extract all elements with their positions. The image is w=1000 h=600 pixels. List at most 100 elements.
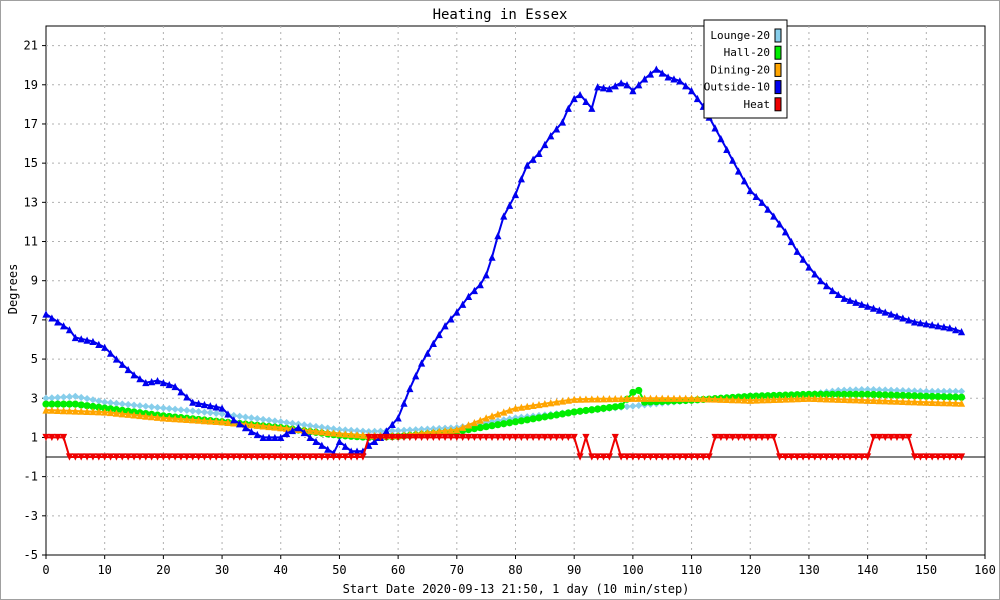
series-point-heat: [271, 453, 279, 461]
series-point-lounge-20: [259, 415, 267, 424]
series-point-outside-10: [576, 90, 584, 99]
series-point-dining-20: [517, 403, 525, 411]
series-point-outside-10: [353, 447, 361, 455]
series-point-outside-10: [846, 296, 854, 304]
series-point-outside-10: [60, 322, 68, 330]
series-point-heat: [464, 433, 473, 442]
series-point-heat: [65, 453, 74, 461]
series-heat: [42, 433, 966, 461]
series-point-dining-20: [893, 397, 901, 405]
series-point-heat: [799, 453, 807, 461]
series-point-dining-20: [42, 406, 50, 414]
series-point-heat: [406, 433, 414, 442]
series-point-heat: [470, 433, 479, 442]
series-point-lounge-20: [312, 422, 320, 431]
series-point-hall-20: [846, 390, 854, 398]
series-point-dining-20: [271, 423, 279, 431]
y-tick-label: -3: [24, 509, 38, 523]
series-point-hall-20: [42, 400, 50, 408]
series-point-dining-20: [60, 407, 68, 415]
series-point-lounge-20: [306, 422, 314, 430]
series-point-outside-10: [89, 337, 97, 346]
x-tick-label: 30: [215, 563, 229, 577]
series-point-heat: [811, 453, 819, 461]
series-point-dining-20: [500, 408, 508, 416]
series-point-outside-10: [365, 441, 373, 449]
series-point-heat: [423, 433, 432, 442]
series-point-heat: [359, 453, 367, 461]
series-point-outside-10: [453, 308, 461, 316]
series-point-dining-20: [529, 401, 537, 410]
y-tick-label: -1: [24, 470, 38, 484]
series-point-outside-10: [500, 212, 508, 220]
series-point-heat: [177, 453, 185, 461]
series-point-outside-10: [464, 292, 473, 300]
series-point-outside-10: [916, 319, 925, 327]
series-point-outside-10: [159, 378, 167, 387]
series-point-lounge-20: [95, 397, 103, 405]
series-point-lounge-20: [324, 424, 332, 432]
series-point-dining-20: [112, 409, 121, 417]
series-point-outside-10: [247, 427, 256, 436]
series-point-heat: [441, 433, 449, 442]
series-point-heat: [148, 453, 156, 461]
series-point-heat: [834, 453, 842, 461]
series-point-lounge-20: [212, 409, 220, 417]
series-point-dining-20: [582, 395, 590, 403]
series-point-lounge-20: [241, 413, 250, 421]
series-point-lounge-20: [54, 393, 62, 402]
series-point-outside-10: [775, 220, 784, 228]
series-point-outside-10: [905, 316, 913, 324]
series-point-hall-20: [799, 390, 807, 399]
x-tick-label: 120: [739, 563, 761, 577]
series-point-outside-10: [288, 426, 297, 435]
series-point-dining-20: [347, 430, 355, 438]
series-point-outside-10: [910, 318, 919, 326]
series-point-dining-20: [887, 397, 895, 405]
series-point-lounge-20: [42, 394, 50, 402]
series-point-hall-20: [781, 391, 790, 399]
series-point-heat: [447, 433, 455, 442]
series-point-dining-20: [558, 397, 567, 405]
x-tick-label: 20: [156, 563, 170, 577]
series-point-heat: [306, 453, 314, 461]
series-point-heat: [576, 453, 584, 461]
series-point-hall-20: [840, 390, 848, 398]
series-point-hall-20: [71, 400, 79, 408]
y-tick-label: 15: [24, 156, 38, 170]
series-point-heat: [412, 433, 420, 442]
series-point-outside-10: [177, 388, 185, 396]
series-point-outside-10: [764, 205, 772, 213]
series-point-dining-20: [259, 422, 267, 430]
series-point-outside-10: [822, 282, 831, 290]
series-point-outside-10: [148, 378, 156, 386]
series-point-lounge-20: [236, 412, 244, 420]
series-point-heat: [922, 453, 930, 461]
series-point-hall-20: [752, 392, 760, 400]
series-point-outside-10: [142, 378, 150, 387]
series-point-outside-10: [858, 300, 866, 308]
series-point-heat: [687, 453, 696, 461]
series-point-outside-10: [171, 382, 179, 391]
series-point-outside-10: [834, 290, 842, 299]
series-point-dining-20: [101, 408, 109, 416]
series-point-heat: [717, 433, 725, 442]
series-point-outside-10: [558, 118, 567, 126]
series-point-heat: [740, 433, 748, 442]
series-point-outside-10: [893, 312, 901, 320]
series-point-heat: [200, 453, 209, 461]
series-point-dining-20: [828, 395, 837, 403]
series-point-dining-20: [899, 397, 907, 405]
y-tick-label: 5: [31, 352, 38, 366]
series-point-dining-20: [318, 428, 326, 436]
series-point-heat: [928, 453, 936, 461]
series-point-heat: [670, 453, 678, 461]
series-point-lounge-20: [869, 386, 878, 394]
series-point-outside-10: [828, 286, 837, 295]
series-point-heat: [488, 433, 496, 442]
series-point-lounge-20: [136, 402, 144, 410]
series-point-dining-20: [523, 402, 531, 410]
series-point-heat: [635, 453, 643, 461]
series-point-lounge-20: [142, 402, 150, 410]
